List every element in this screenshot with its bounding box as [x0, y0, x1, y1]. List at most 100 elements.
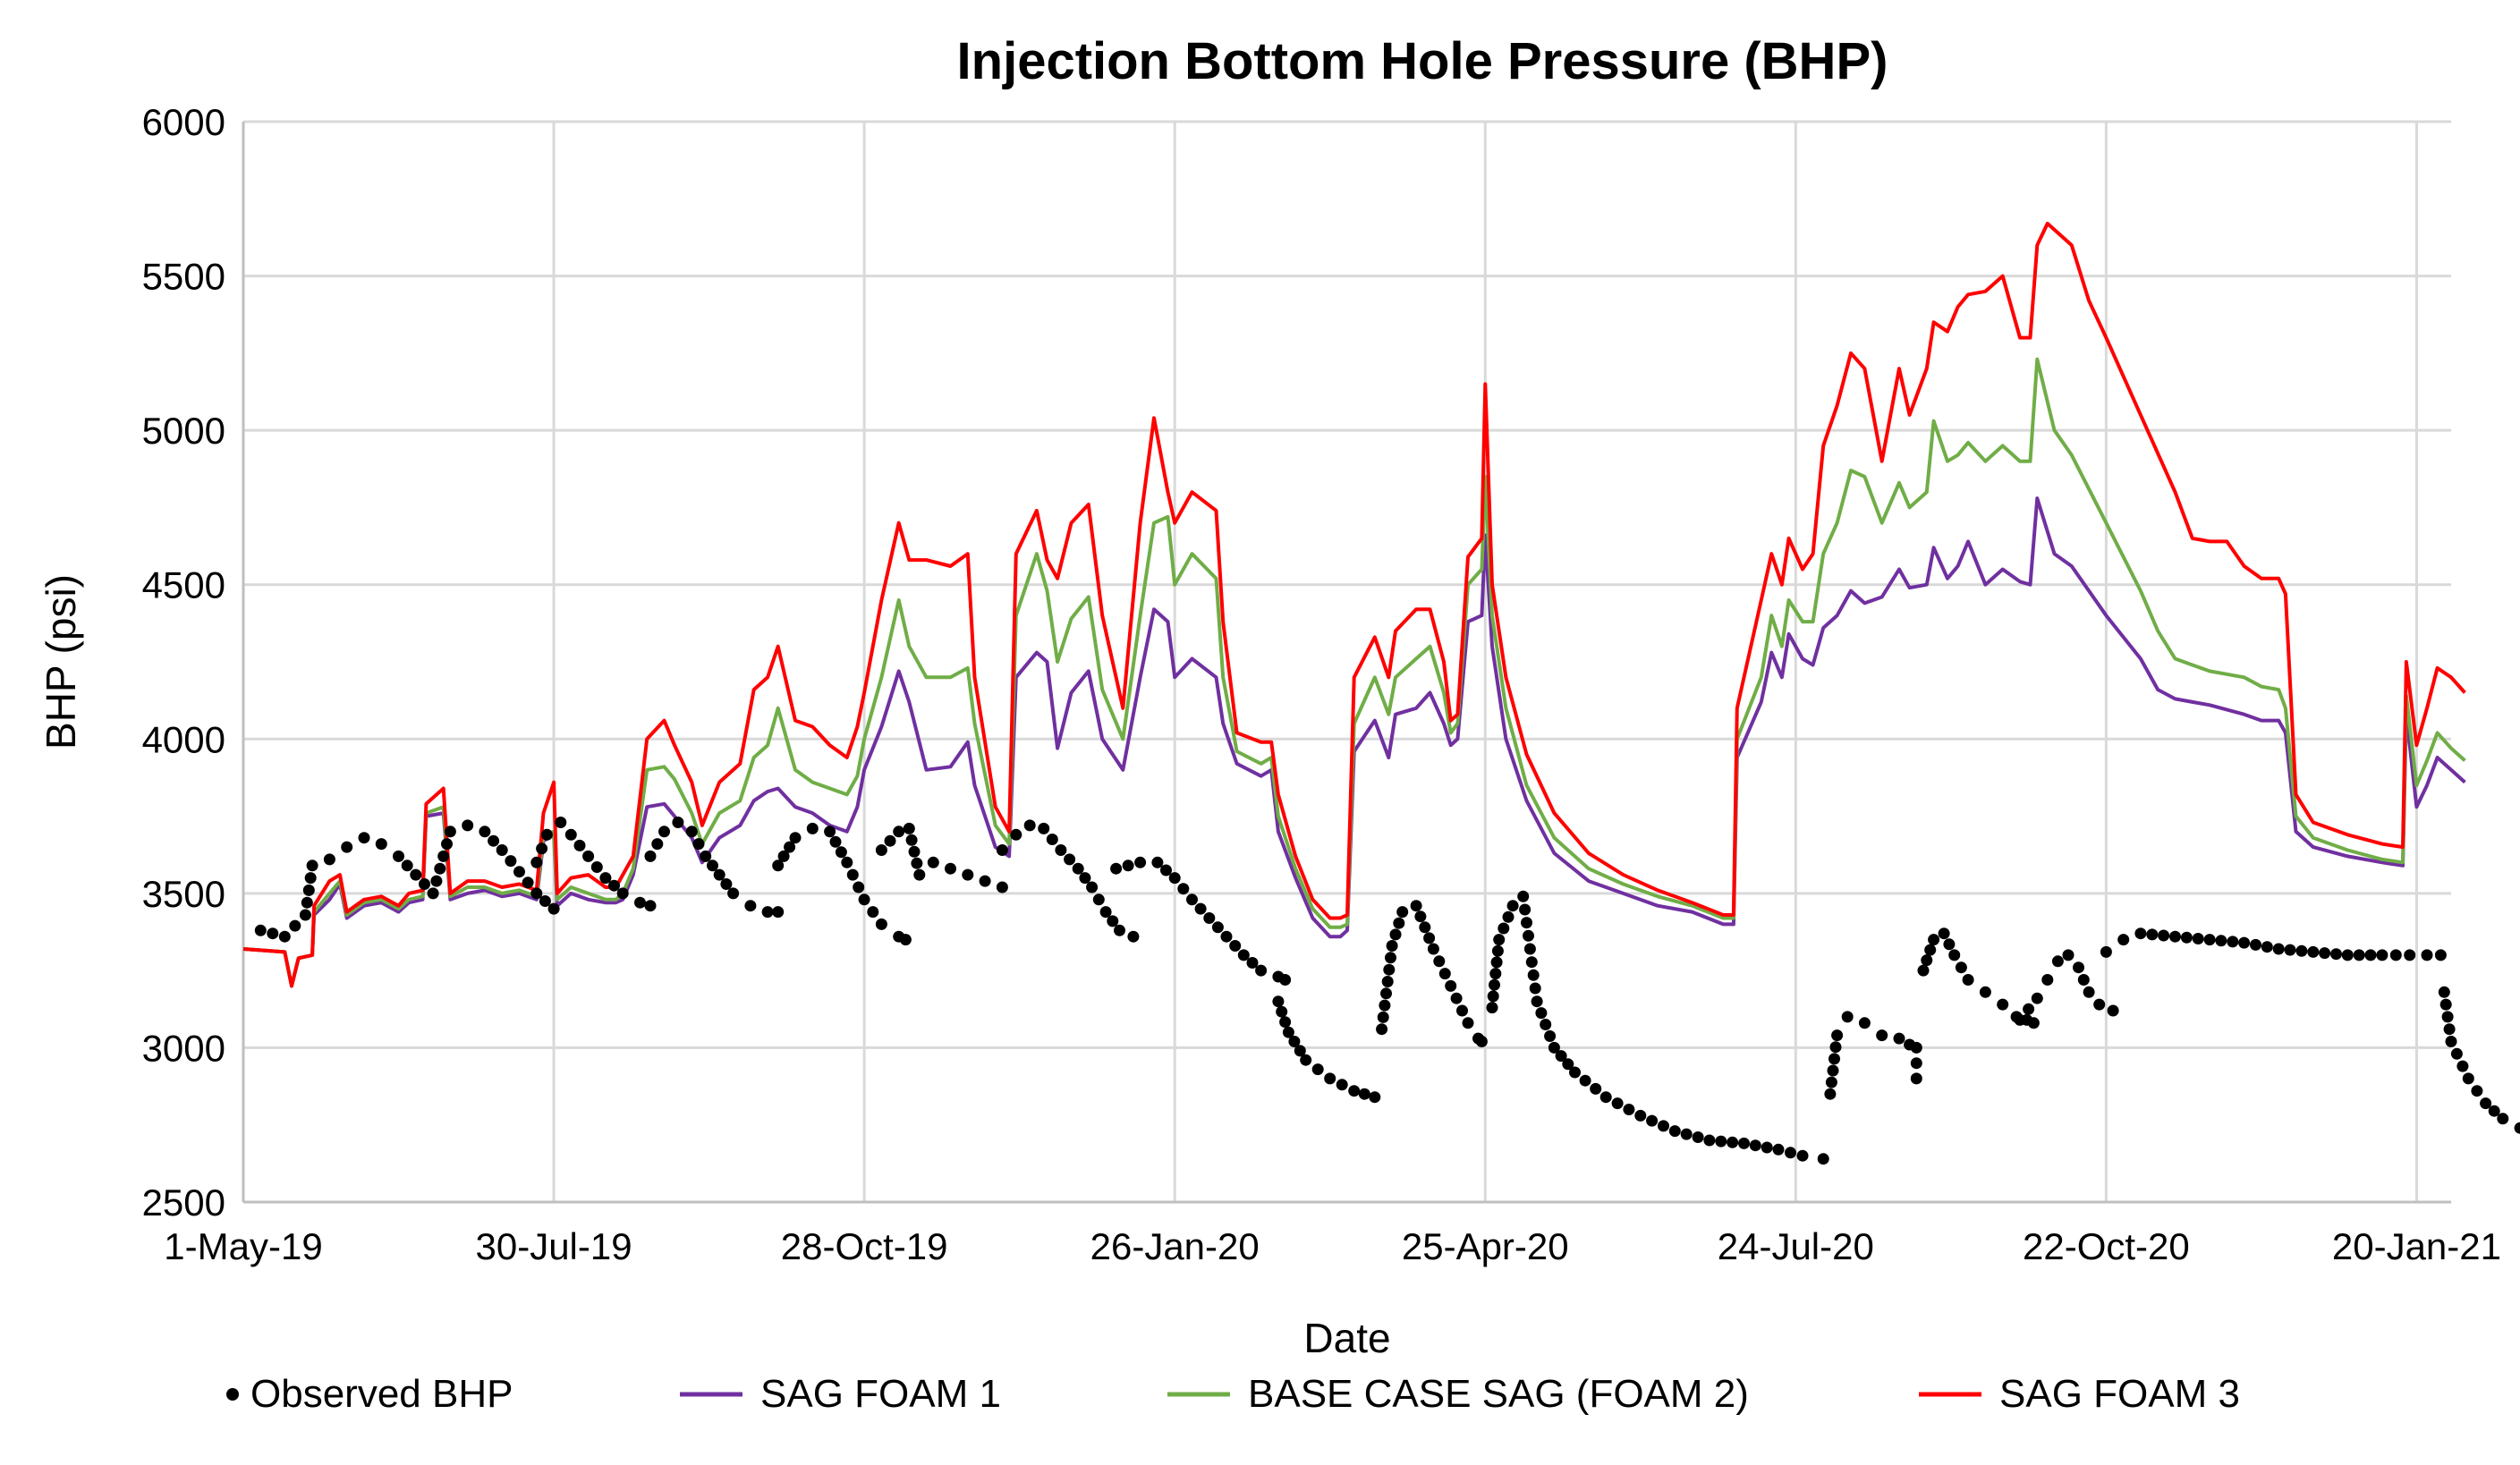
y-tick-label: 6000	[142, 101, 225, 143]
observed-point	[1023, 819, 1036, 832]
observed-point	[1389, 928, 1402, 941]
observed-point	[1519, 903, 1532, 916]
observed-point	[2438, 986, 2450, 998]
observed-point	[1385, 952, 1396, 964]
observed-point	[1910, 1072, 1922, 1085]
observed-point	[410, 868, 422, 881]
observed-point	[437, 850, 450, 862]
observed-point	[1114, 924, 1125, 936]
y-tick-label: 5000	[142, 410, 225, 452]
observed-point	[1276, 1005, 1288, 1018]
legend-label: SAG FOAM 1	[760, 1372, 1001, 1416]
observed-point	[1727, 1136, 1739, 1148]
observed-point	[1229, 940, 1242, 952]
observed-point	[1246, 957, 1259, 969]
x-tick-label: 30-Jul-19	[476, 1225, 632, 1267]
observed-point	[1489, 978, 1500, 991]
observed-point	[727, 887, 740, 900]
observed-point	[1046, 834, 1058, 845]
observed-point	[2077, 974, 2090, 986]
observed-point	[1502, 910, 1515, 923]
observed-point	[1523, 929, 1534, 942]
observed-point	[1938, 927, 1950, 940]
observed-point	[634, 896, 646, 909]
observed-point	[1785, 1147, 1796, 1159]
observed-point	[2093, 998, 2106, 1011]
observed-point	[846, 868, 859, 881]
observed-point	[1523, 943, 1536, 955]
observed-point	[2376, 949, 2388, 961]
legend-label: Observed BHP	[250, 1372, 513, 1416]
observed-point	[434, 862, 446, 875]
observed-point	[1555, 1050, 1567, 1063]
observed-point	[2146, 928, 2159, 941]
observed-point	[2439, 998, 2452, 1011]
observed-point	[1203, 912, 1216, 924]
observed-point	[996, 881, 1008, 893]
observed-point	[979, 875, 991, 887]
observed-point	[1380, 987, 1392, 1000]
legend: Observed BHP SAG FOAM 1 BASE CASE SAG (FOA…	[226, 1372, 2240, 1416]
observed-point	[1311, 1063, 1324, 1076]
observed-point	[1475, 1036, 1488, 1047]
observed-point	[1979, 986, 1991, 998]
observed-point	[616, 887, 629, 900]
observed-point	[700, 850, 712, 862]
x-tick-label: 22-Oct-20	[2023, 1225, 2190, 1267]
observed-point	[419, 878, 430, 890]
observed-point	[1548, 1041, 1560, 1054]
observed-point	[672, 817, 684, 828]
y-tick-label: 3500	[142, 873, 225, 915]
observed-point	[2319, 947, 2331, 960]
observed-point	[1211, 921, 1224, 934]
observed-point	[1828, 1053, 1840, 1065]
observed-point	[555, 817, 567, 828]
observed-point	[908, 845, 921, 858]
observed-point	[1910, 1057, 1922, 1070]
observed-point	[1010, 828, 1022, 841]
observed-point	[903, 822, 915, 834]
series-line-base-case-sag-foam-2	[242, 357, 2466, 988]
observed-point	[1072, 862, 1084, 875]
observed-point	[1658, 1120, 1669, 1132]
observed-point	[1540, 1019, 1552, 1030]
observed-point	[2434, 949, 2447, 961]
observed-point	[1579, 1074, 1591, 1087]
y-tick-label: 3000	[142, 1027, 225, 1069]
observed-point	[1521, 917, 1532, 929]
observed-point	[1599, 1091, 1612, 1104]
observed-point	[1064, 853, 1076, 866]
observed-bhp-markers	[254, 817, 2520, 1165]
observed-point	[1611, 1097, 1624, 1110]
observed-point	[2203, 934, 2216, 946]
observed-point	[2062, 949, 2075, 961]
observed-point	[829, 835, 842, 848]
observed-point	[875, 918, 887, 930]
observed-point	[772, 860, 785, 872]
observed-point	[1396, 906, 1409, 919]
observed-point	[1703, 1134, 1716, 1147]
observed-point	[1099, 906, 1112, 919]
observed-point	[1493, 934, 1506, 946]
observed-point	[1817, 1153, 1829, 1165]
y-axis-title: BHP (psi)	[38, 574, 84, 749]
observed-point	[1517, 890, 1530, 902]
observed-point	[573, 839, 586, 851]
observed-point	[913, 868, 926, 881]
observed-point	[430, 875, 443, 887]
observed-point	[2041, 974, 2054, 986]
observed-point	[1529, 982, 1541, 995]
observed-point	[2192, 933, 2204, 944]
observed-point	[444, 826, 456, 838]
observed-point	[713, 868, 725, 881]
observed-point	[479, 826, 491, 838]
observed-point	[1377, 1011, 1389, 1023]
observed-point	[761, 906, 774, 919]
observed-point	[1369, 1091, 1381, 1104]
observed-point	[1489, 968, 1502, 980]
observed-point	[905, 834, 918, 846]
observed-point	[777, 850, 790, 862]
observed-point	[302, 884, 315, 896]
observed-point	[1294, 1045, 1306, 1057]
